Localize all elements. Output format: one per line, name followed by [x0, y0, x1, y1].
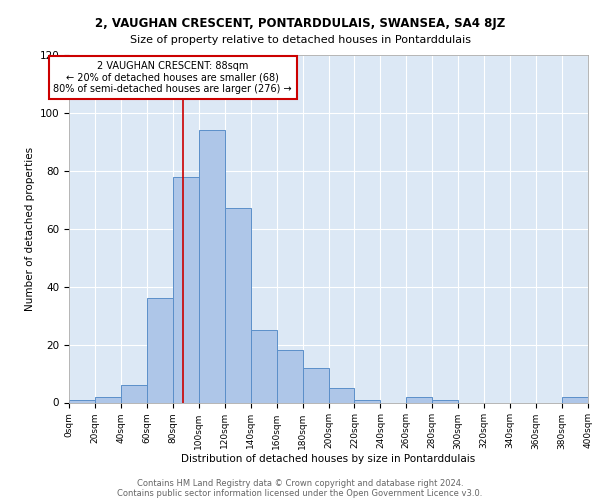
Bar	[562, 396, 588, 402]
Bar	[69, 400, 95, 402]
Bar	[329, 388, 355, 402]
Bar	[173, 176, 199, 402]
X-axis label: Distribution of detached houses by size in Pontarddulais: Distribution of detached houses by size …	[181, 454, 476, 464]
Text: Size of property relative to detached houses in Pontarddulais: Size of property relative to detached ho…	[130, 35, 470, 45]
Bar	[225, 208, 251, 402]
Text: Contains HM Land Registry data © Crown copyright and database right 2024.: Contains HM Land Registry data © Crown c…	[137, 478, 463, 488]
Bar	[95, 396, 121, 402]
Text: Contains public sector information licensed under the Open Government Licence v3: Contains public sector information licen…	[118, 488, 482, 498]
Text: 2 VAUGHAN CRESCENT: 88sqm
← 20% of detached houses are smaller (68)
80% of semi-: 2 VAUGHAN CRESCENT: 88sqm ← 20% of detac…	[53, 61, 292, 94]
Y-axis label: Number of detached properties: Number of detached properties	[25, 146, 35, 311]
Bar	[355, 400, 380, 402]
Bar	[277, 350, 302, 403]
Bar	[406, 396, 432, 402]
Bar	[147, 298, 173, 403]
Bar	[432, 400, 458, 402]
Bar	[302, 368, 329, 402]
Text: 2, VAUGHAN CRESCENT, PONTARDDULAIS, SWANSEA, SA4 8JZ: 2, VAUGHAN CRESCENT, PONTARDDULAIS, SWAN…	[95, 18, 505, 30]
Bar	[251, 330, 277, 402]
Bar	[121, 385, 147, 402]
Bar	[199, 130, 224, 402]
